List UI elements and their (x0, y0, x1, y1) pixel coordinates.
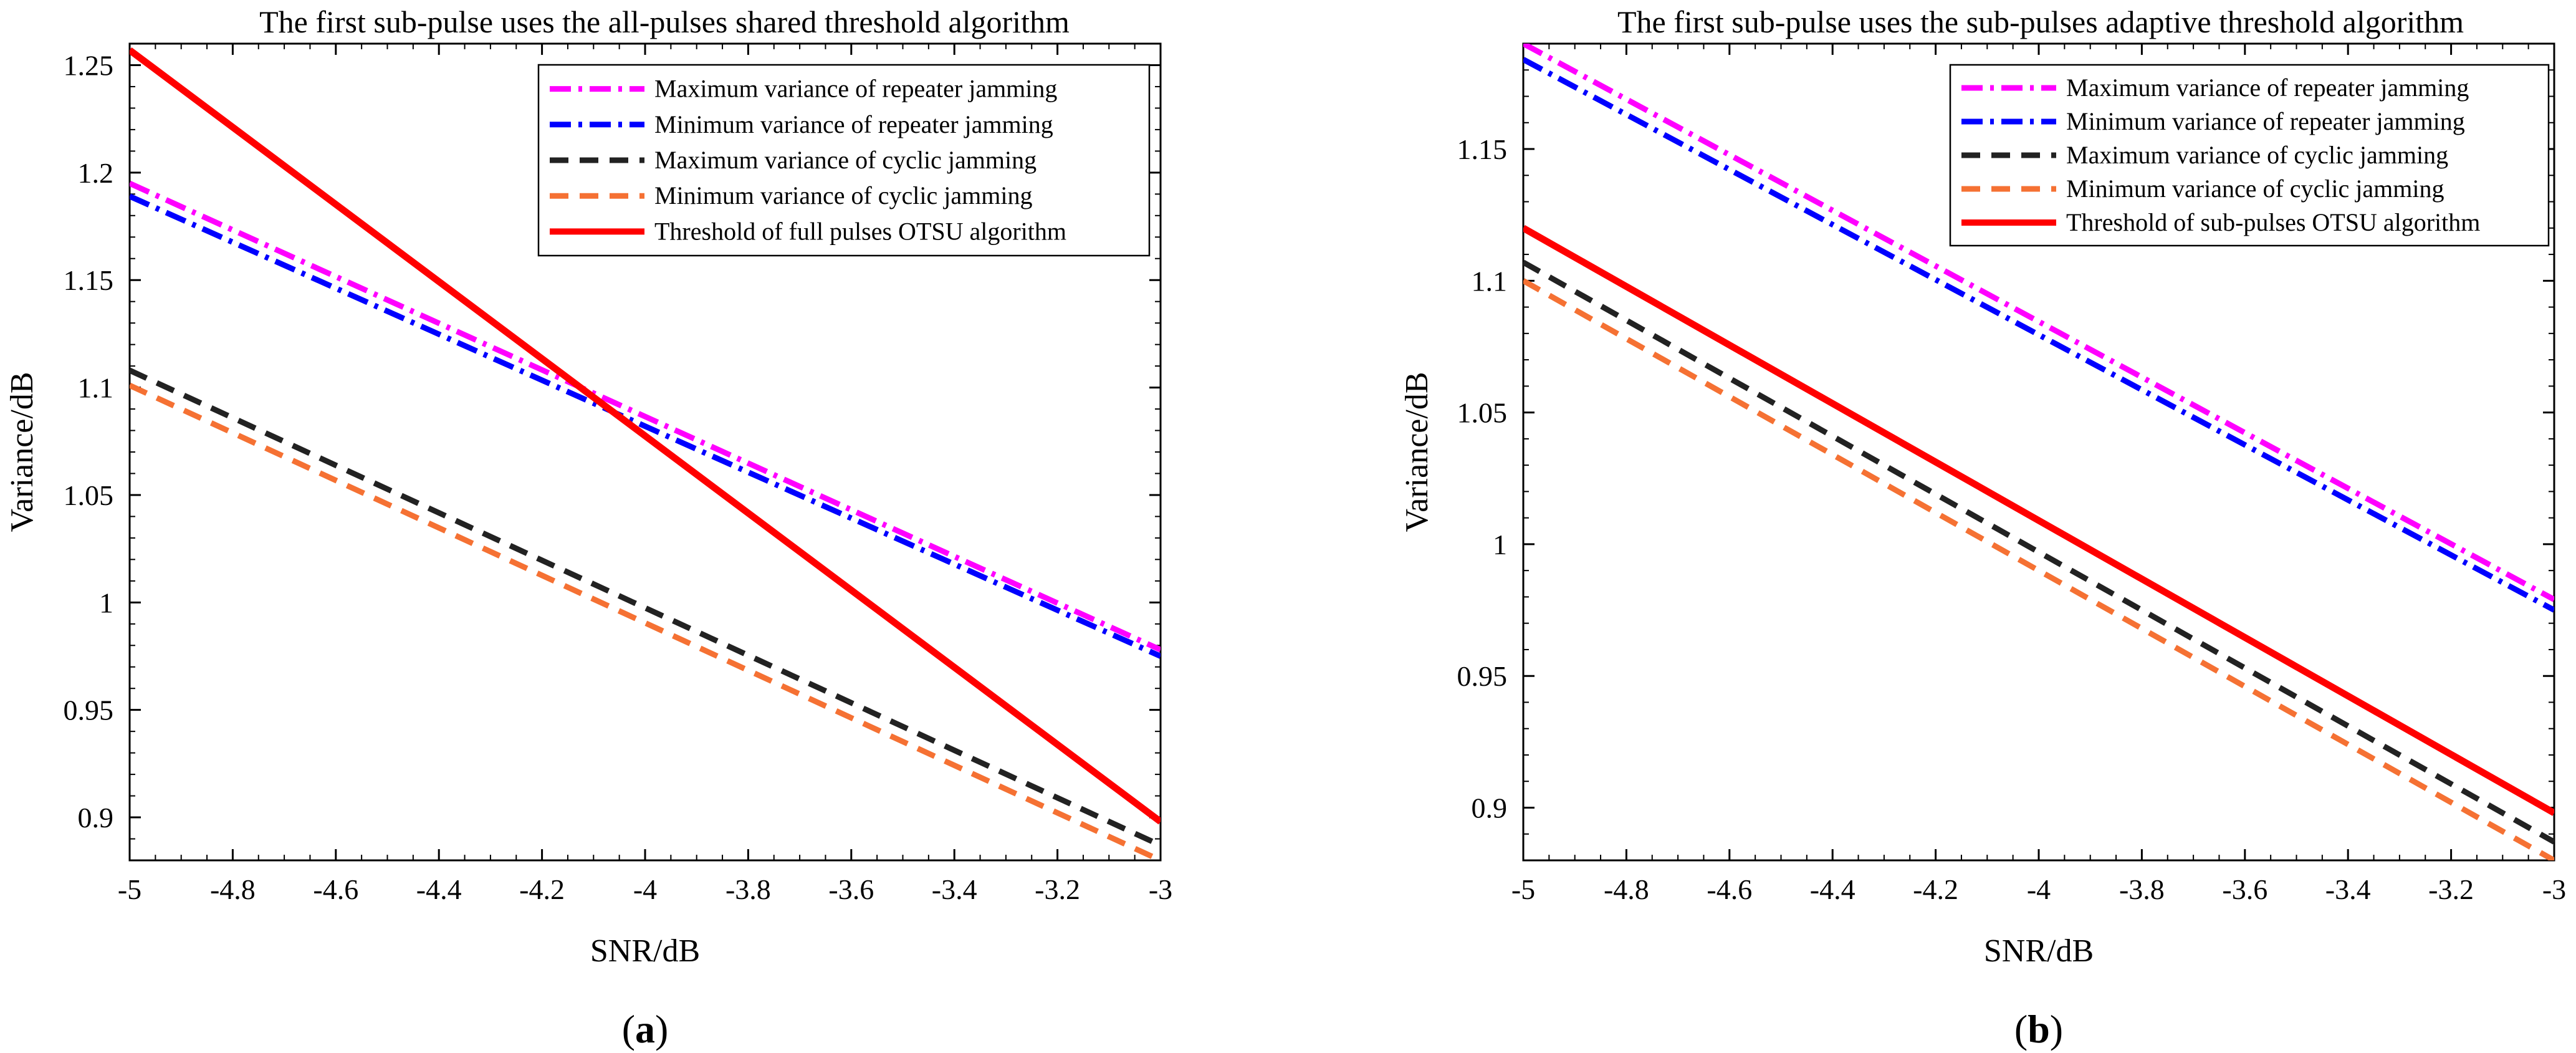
legend-label: Threshold of sub-pulses OTSU algorithm (2066, 208, 2480, 236)
y-tick-label: 1.15 (64, 264, 114, 296)
series-line-5 (130, 47, 1161, 825)
x-axis-label: SNR/dB (1984, 933, 2094, 969)
x-tick-label: -3.6 (828, 873, 874, 905)
y-axis-label: Variance/dB (1399, 372, 1435, 532)
y-tick-label: 1 (1493, 529, 1507, 560)
x-tick-label: -4.2 (519, 873, 565, 905)
x-tick-label: -3 (2542, 873, 2566, 905)
y-tick-label: 1.1 (1472, 265, 1508, 297)
x-tick-label: -3.4 (932, 873, 977, 905)
legend-label: Minimum variance of cyclic jamming (2066, 175, 2444, 203)
series-line-2 (1523, 57, 2554, 613)
y-tick-label: 0.9 (78, 802, 114, 834)
y-tick-label: 1.05 (1457, 397, 1508, 429)
legend-label: Minimum variance of repeater jamming (654, 110, 1053, 138)
x-tick-label: -4 (2027, 873, 2051, 905)
series-line-5 (1523, 225, 2554, 816)
x-tick-label: -3.6 (2222, 873, 2267, 905)
x-tick-label: -3.2 (2428, 873, 2474, 905)
axis-ticks: -5 -4.8 -4.6 -4.4 -4.2 -4 -3.8 -3.6 -3.4 -3.2 -3 0.… (64, 43, 1172, 905)
x-tick-label: -5 (1511, 873, 1535, 905)
chart-title: The first sub-pulse uses the all-pulses … (259, 4, 1070, 39)
legend-label: Maximum variance of cyclic jamming (654, 146, 1037, 174)
y-axis-label: Variance/dB (4, 372, 40, 532)
y-tick-label: 0.95 (64, 695, 114, 726)
y-tick-label: 1.25 (64, 49, 114, 81)
x-tick-label: -3.2 (1035, 873, 1080, 905)
series-group (1523, 44, 2554, 860)
series-line-1 (1523, 44, 2554, 602)
legend-label: Maximum variance of repeater jamming (654, 75, 1057, 103)
x-tick-label: -3.4 (2325, 873, 2371, 905)
series-line-1 (130, 180, 1161, 653)
y-tick-label: 0.9 (1472, 792, 1508, 824)
legend-label: Maximum variance of repeater jamming (2066, 74, 2469, 102)
legend-label: Minimum variance of repeater jamming (2066, 107, 2465, 135)
legend: Maximum variance of repeater jamming Mini… (537, 64, 1151, 257)
series-line-2 (130, 193, 1161, 659)
x-axis-label: SNR/dB (590, 933, 700, 969)
chart-panel-a: The first sub-pulse uses the all-pulses … (4, 4, 1172, 1051)
y-tick-label: 1 (99, 587, 113, 618)
axis-ticks: -5 -4.8 -4.6 -4.4 -4.2 -4 -3.8 -3.6 -3.4 -3.2 -3 0.… (1457, 43, 2566, 905)
y-tick-label: 1.1 (78, 372, 114, 404)
series-line-3 (130, 367, 1161, 848)
x-tick-label: -4.8 (1604, 873, 1649, 905)
y-tick-label: 1.2 (78, 157, 114, 189)
y-tick-label: 1.05 (64, 479, 114, 511)
series-line-4 (130, 383, 1161, 860)
x-tick-label: -5 (118, 873, 141, 905)
x-tick-label: -3.8 (2119, 873, 2165, 905)
panel-label-letter: a (635, 1007, 655, 1051)
legend-label: Threshold of full pulses OTSU algorithm (654, 217, 1066, 245)
series-group (130, 47, 1161, 860)
x-tick-label: -4.6 (1707, 873, 1752, 905)
panel-label: (a) (622, 1007, 669, 1051)
panel-label-letter: b (2028, 1007, 2050, 1051)
x-tick-label: -4.2 (1913, 873, 1958, 905)
panel-label: (b) (2014, 1007, 2063, 1051)
legend: Maximum variance of repeater jamming Mini… (1949, 64, 2550, 247)
series-line-4 (1523, 278, 2554, 860)
x-tick-label: -4 (633, 873, 657, 905)
legend-label: Minimum variance of cyclic jamming (654, 181, 1032, 209)
x-tick-label: -4.6 (313, 873, 358, 905)
x-tick-label: -4.8 (210, 873, 256, 905)
x-tick-label: -4.4 (416, 873, 462, 905)
legend-label: Maximum variance of cyclic jamming (2066, 141, 2448, 169)
chart-panel-b: The first sub-pulse uses the sub-pulses … (1399, 4, 2566, 1051)
chart-title: The first sub-pulse uses the sub-pulses … (1617, 4, 2464, 39)
x-tick-label: -3 (1149, 873, 1172, 905)
x-tick-label: -4.4 (1810, 873, 1855, 905)
y-tick-label: 0.95 (1457, 660, 1508, 692)
legend-box (1949, 64, 2550, 247)
y-tick-label: 1.15 (1457, 133, 1508, 165)
x-tick-label: -3.8 (725, 873, 771, 905)
series-line-3 (1523, 259, 2554, 845)
